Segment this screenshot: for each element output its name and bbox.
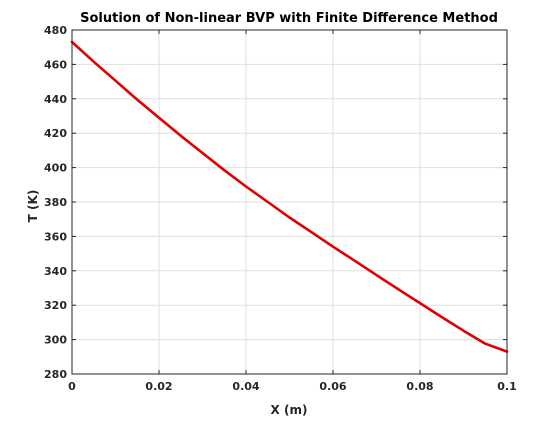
y-tick-label: 480 bbox=[44, 24, 67, 37]
x-tick-label: 0.02 bbox=[145, 380, 172, 393]
y-tick-label: 360 bbox=[44, 230, 67, 243]
x-tick-label: 0.08 bbox=[406, 380, 433, 393]
grid-lines bbox=[71, 29, 508, 375]
chart-title: Solution of Non-linear BVP with Finite D… bbox=[80, 11, 498, 26]
y-tick-label: 440 bbox=[44, 93, 67, 106]
y-tick-label: 280 bbox=[44, 368, 67, 381]
y-tick-label: 460 bbox=[44, 58, 67, 71]
y-tick-label: 300 bbox=[44, 334, 67, 347]
x-tick-labels: 0 0.02 0.04 0.06 0.08 0.1 bbox=[68, 380, 517, 393]
x-tick-label: 0.04 bbox=[232, 380, 259, 393]
series-layer bbox=[70, 40, 509, 353]
temperature-series-line bbox=[70, 40, 509, 353]
y-tick-label: 320 bbox=[44, 299, 67, 312]
y-tick-label: 420 bbox=[44, 127, 67, 140]
x-tick-label: 0 bbox=[68, 380, 76, 393]
tick-marks bbox=[71, 29, 508, 375]
y-tick-labels: 280 300 320 340 360 380 400 420 440 460 480 bbox=[44, 24, 67, 381]
y-tick-label: 380 bbox=[44, 196, 67, 209]
x-tick-label: 0.1 bbox=[497, 380, 517, 393]
y-tick-label: 400 bbox=[44, 162, 67, 175]
x-axis-label: X (m) bbox=[271, 403, 308, 417]
y-tick-label: 340 bbox=[44, 265, 67, 278]
x-tick-label: 0.06 bbox=[319, 380, 346, 393]
y-axis-label: T (K) bbox=[26, 190, 40, 223]
